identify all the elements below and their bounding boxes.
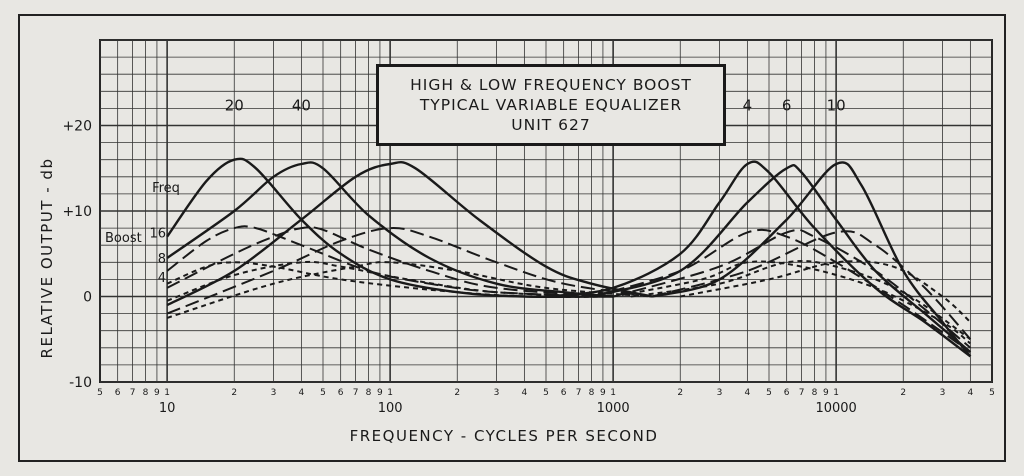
x-minor-tick-label: 1 [610, 388, 616, 398]
x-tick-label: 10000 [815, 401, 856, 416]
x-minor-tick-label: 6 [338, 388, 344, 398]
series-line-high-10000-boost-16 [652, 161, 972, 358]
x-minor-tick-label: 6 [115, 388, 121, 398]
y-tick-label: 0 [83, 290, 92, 306]
chart-title-line-2: TYPICAL VARIABLE EQUALIZER [419, 96, 683, 114]
x-minor-tick-label: 5 [97, 388, 103, 398]
x-minor-tick-label: 7 [576, 388, 582, 398]
series-line-low-100-boost-4 [166, 261, 653, 319]
x-minor-tick-label: 4 [968, 388, 974, 398]
x-minor-tick-label: 3 [494, 388, 500, 398]
x-minor-tick-label: 6 [784, 388, 790, 398]
series-line-high-6000-boost-4 [630, 260, 971, 341]
series-line-low-100-boost-8 [166, 227, 653, 315]
freq-label: 4 [743, 96, 753, 114]
x-minor-tick-label: 1 [387, 388, 393, 398]
chart-title-line-1: HIGH & LOW FREQUENCY BOOST [410, 76, 692, 94]
x-minor-tick-label: 3 [717, 388, 723, 398]
freq-label: 40 [292, 96, 311, 114]
series-line-high-4000-boost-16 [545, 160, 972, 358]
x-minor-tick-label: 5 [320, 388, 326, 398]
chart-frame [18, 14, 1006, 462]
x-minor-tick-label: 8 [143, 388, 149, 398]
series-line-low-20-boost-4 [166, 261, 614, 298]
x-minor-tick-label: 5 [766, 388, 772, 398]
y-tick-label: +20 [62, 119, 92, 135]
x-minor-tick-label: 8 [589, 388, 595, 398]
x-minor-tick-label: 7 [353, 388, 359, 398]
x-minor-tick-label: 7 [799, 388, 805, 398]
series-line-low-40-boost-8 [166, 226, 614, 298]
series-line-low-40-boost-16 [166, 161, 614, 298]
freq-label: 6 [782, 96, 792, 114]
freq-label: 20 [225, 96, 244, 114]
x-minor-tick-label: 2 [900, 388, 906, 398]
x-minor-tick-label: 9 [154, 388, 160, 398]
x-minor-tick-label: 4 [522, 388, 528, 398]
series-line-low-100-boost-16 [166, 160, 653, 307]
series-line-low-40-boost-4 [166, 260, 614, 302]
x-minor-tick-label: 1 [164, 388, 170, 398]
x-minor-tick-label: 7 [130, 388, 136, 398]
x-minor-tick-label: 2 [454, 388, 460, 398]
chart-title-box: HIGH & LOW FREQUENCY BOOST TYPICAL VARIA… [376, 64, 726, 146]
x-tick-label: 1000 [597, 401, 630, 416]
x-minor-tick-label: 4 [745, 388, 751, 398]
freq-label: 10 [827, 96, 846, 114]
series-line-high-6000-boost-8 [612, 228, 972, 349]
x-axis-label: FREQUENCY - CYCLES PER SECOND [350, 427, 659, 445]
boost-label: 4 [158, 271, 166, 286]
x-minor-tick-label: 2 [677, 388, 683, 398]
curves [166, 157, 972, 358]
freq-header: Freq [152, 181, 180, 196]
x-minor-tick-label: 8 [812, 388, 818, 398]
x-minor-tick-label: 3 [271, 388, 277, 398]
series-line-high-10000-boost-8 [652, 230, 972, 340]
x-minor-tick-label: 9 [600, 388, 606, 398]
y-axis-label: RELATIVE OUTPUT - db [38, 158, 56, 359]
series-line-low-20-boost-16 [166, 157, 614, 299]
x-minor-tick-label: 3 [940, 388, 946, 398]
x-tick-label: 10 [159, 401, 176, 416]
boost-label: 16 [149, 226, 166, 241]
x-minor-tick-label: 5 [543, 388, 549, 398]
y-tick-label: -10 [69, 375, 92, 391]
y-tick-label: +10 [62, 204, 92, 220]
x-minor-tick-label: 4 [299, 388, 305, 398]
series-line-high-4000-boost-4 [612, 260, 972, 345]
x-minor-tick-label: 9 [823, 388, 829, 398]
x-minor-tick-label: 6 [561, 388, 567, 398]
series-line-high-6000-boost-16 [591, 163, 972, 354]
chart-title-line-3: UNIT 627 [511, 116, 591, 134]
x-minor-tick-label: 9 [377, 388, 383, 398]
x-tick-label: 100 [378, 401, 403, 416]
series-line-high-4000-boost-8 [591, 228, 971, 353]
x-minor-tick-label: 8 [366, 388, 372, 398]
x-minor-tick-label: 1 [833, 388, 839, 398]
x-minor-tick-label: 2 [231, 388, 237, 398]
x-minor-tick-label: 5 [989, 388, 995, 398]
boost-header: Boost [105, 231, 142, 246]
boost-label: 8 [158, 252, 166, 267]
